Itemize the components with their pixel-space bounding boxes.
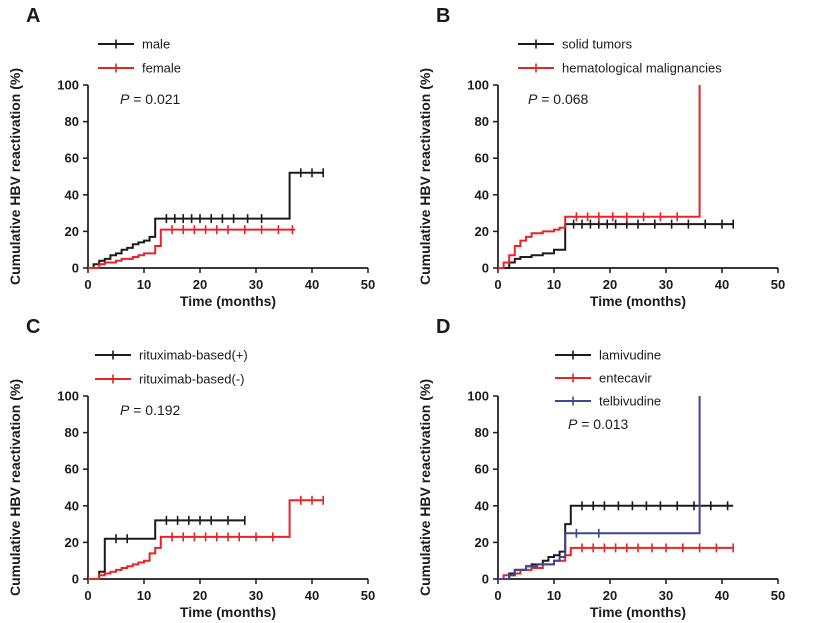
- chart-svg-B: 0 10 20 30 40 50 0 20 40 60 80 100 Time (months) Cumu…: [417, 37, 785, 310]
- series-line-telbivudine: [498, 396, 701, 580]
- y-tick-label: 100: [57, 389, 79, 404]
- y-tick-label: 40: [475, 187, 489, 202]
- panel-B: B 0 10 20 30 40 50 0 20 40 60 80 100 Time (months) Cu…: [410, 0, 820, 311]
- y-tick-label: 20: [475, 535, 489, 550]
- y-tick-label: 40: [65, 187, 79, 202]
- legend-label-female: female: [142, 61, 181, 76]
- x-tick-label: 40: [715, 588, 729, 603]
- y-tick-label: 100: [467, 389, 489, 404]
- x-tick-label: 50: [771, 588, 785, 603]
- panel-C: C 0 10 20 30 40 50 0 20 40 60 80 100 Time (months) Cu…: [0, 311, 410, 623]
- panel-letter-D: D: [436, 316, 451, 338]
- y-tick-label: 100: [467, 78, 489, 93]
- x-tick-label: 50: [361, 277, 375, 292]
- x-tick-label: 40: [715, 277, 729, 292]
- y-tick-label: 60: [475, 151, 489, 166]
- y-tick-label: 80: [65, 114, 79, 129]
- y-tick-label: 40: [475, 498, 489, 513]
- y-tick-label: 80: [475, 425, 489, 440]
- panel-A: A 0 10 20 30 40 50 0 20 40 60 80 100 Time (months) Cu…: [0, 0, 410, 311]
- x-axis-title: Time (months): [180, 604, 276, 620]
- series-line-female: [88, 228, 296, 269]
- x-tick-label: 0: [494, 277, 501, 292]
- y-tick-label: 80: [475, 114, 489, 129]
- y-tick-label: 40: [65, 498, 79, 513]
- legend-label-telbivudine: telbivudine: [599, 394, 661, 409]
- p-value-annotation: P = 0.021: [120, 91, 181, 107]
- p-value-annotation: P = 0.068: [528, 91, 589, 107]
- x-tick-label: 40: [305, 588, 319, 603]
- panel-letter-C: C: [26, 316, 41, 338]
- series-line-male: [88, 171, 324, 269]
- x-tick-label: 30: [659, 588, 673, 603]
- y-axis-title: Cumulative HBV reactivation (%): [417, 68, 433, 285]
- x-tick-label: 20: [193, 277, 207, 292]
- p-value-annotation: P = 0.192: [120, 402, 181, 418]
- series-line-rituximab-based: [88, 499, 324, 580]
- x-tick-label: 50: [771, 277, 785, 292]
- legend-label-entecavir: entecavir: [599, 371, 652, 386]
- y-tick-label: 80: [65, 425, 79, 440]
- series-line-rituximab-based: [88, 519, 245, 580]
- p-value-annotation: P = 0.013: [568, 416, 629, 432]
- panel-D: D 0 10 20 30 40 50 0 20 40 60 80 100 Time (months) Cu…: [410, 311, 820, 623]
- y-axis-title: Cumulative HBV reactivation (%): [7, 68, 23, 285]
- legend-label-male: male: [142, 37, 170, 52]
- y-axis-title: Cumulative HBV reactivation (%): [417, 379, 433, 596]
- x-tick-label: 10: [547, 277, 561, 292]
- chart-svg-C: 0 10 20 30 40 50 0 20 40 60 80 100 Time (months) Cumu…: [7, 348, 375, 621]
- y-tick-label: 20: [65, 224, 79, 239]
- y-tick-label: 0: [482, 572, 489, 587]
- x-tick-label: 10: [547, 588, 561, 603]
- series-line-solid-tumors: [498, 223, 734, 269]
- y-tick-label: 0: [482, 261, 489, 276]
- x-tick-label: 30: [249, 588, 263, 603]
- x-tick-label: 20: [603, 588, 617, 603]
- panel-letter-A: A: [26, 5, 41, 27]
- x-tick-label: 10: [137, 588, 151, 603]
- y-tick-label: 20: [65, 535, 79, 550]
- legend-label-lamivudine: lamivudine: [599, 348, 661, 363]
- axes: [87, 85, 368, 269]
- legend-label-rituximab-based: rituximab-based(-): [139, 372, 244, 387]
- panel-letter-B: B: [436, 5, 451, 27]
- legend-label-hematological-malignancies: hematological malignancies: [562, 61, 722, 76]
- y-tick-label: 0: [72, 572, 79, 587]
- x-tick-label: 0: [84, 277, 91, 292]
- y-tick-label: 20: [475, 224, 489, 239]
- x-tick-label: 20: [193, 588, 207, 603]
- y-tick-label: 100: [57, 78, 79, 93]
- y-axis-title: Cumulative HBV reactivation (%): [7, 379, 23, 596]
- legend-label-solid-tumors: solid tumors: [562, 37, 633, 52]
- x-axis-title: Time (months): [590, 293, 686, 309]
- chart-svg-A: 0 10 20 30 40 50 0 20 40 60 80 100 Time (months) Cumu…: [7, 37, 375, 310]
- y-tick-label: 60: [475, 462, 489, 477]
- x-tick-label: 30: [659, 277, 673, 292]
- x-tick-label: 20: [603, 277, 617, 292]
- axes: [87, 396, 368, 580]
- x-tick-label: 10: [137, 277, 151, 292]
- y-tick-label: 60: [65, 151, 79, 166]
- y-tick-label: 0: [72, 261, 79, 276]
- axes: [497, 85, 778, 269]
- x-tick-label: 30: [249, 277, 263, 292]
- y-tick-label: 60: [65, 462, 79, 477]
- chart-svg-D: 0 10 20 30 40 50 0 20 40 60 80 100 Time (months) Cumu…: [417, 348, 785, 621]
- x-axis-title: Time (months): [180, 293, 276, 309]
- x-tick-label: 40: [305, 277, 319, 292]
- series-line-hematological-malignancies: [498, 85, 701, 269]
- legend-label-rituximab-based: rituximab-based(+): [139, 348, 248, 363]
- x-tick-label: 0: [494, 588, 501, 603]
- x-tick-label: 50: [361, 588, 375, 603]
- x-axis-title: Time (months): [590, 604, 686, 620]
- x-tick-label: 0: [84, 588, 91, 603]
